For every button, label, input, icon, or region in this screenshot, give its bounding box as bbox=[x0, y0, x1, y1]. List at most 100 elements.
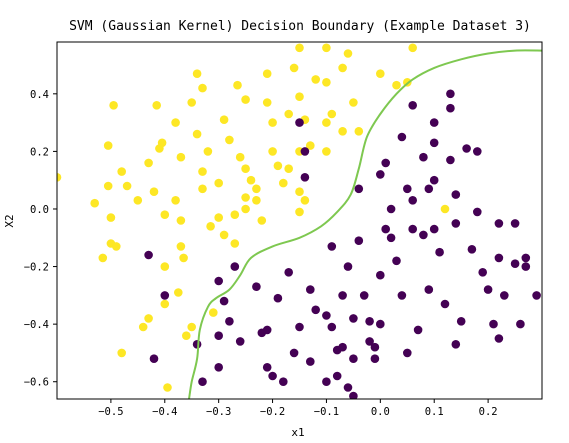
purple-point bbox=[429, 224, 439, 234]
purple-point bbox=[252, 282, 261, 292]
purple-point bbox=[392, 256, 401, 266]
purple-point bbox=[386, 233, 396, 243]
purple-point bbox=[408, 224, 418, 234]
yellow-point bbox=[322, 43, 331, 53]
yellow-point bbox=[144, 314, 153, 323]
y-axis-label: X2 bbox=[3, 214, 16, 227]
yellow-point bbox=[268, 147, 277, 156]
yellow-point bbox=[112, 242, 121, 251]
yellow-point bbox=[219, 230, 229, 240]
purple-point bbox=[327, 242, 337, 251]
purple-point bbox=[338, 342, 347, 352]
yellow-point bbox=[241, 164, 250, 173]
purple-point bbox=[494, 253, 504, 263]
yellow-point bbox=[241, 95, 250, 104]
purple-point bbox=[300, 147, 310, 156]
purple-point bbox=[419, 230, 428, 240]
x-tick-label: 0.2 bbox=[479, 406, 498, 418]
purple-point bbox=[198, 377, 207, 387]
x-tick-label: −0.5 bbox=[98, 406, 123, 418]
chart-title: SVM (Gaussian Kernel) Decision Boundary … bbox=[69, 19, 531, 34]
yellow-point bbox=[57, 173, 62, 182]
purple-point bbox=[500, 291, 509, 300]
purple-point bbox=[376, 270, 385, 280]
yellow-point bbox=[214, 213, 223, 222]
yellow-point bbox=[306, 141, 315, 150]
yellow-point bbox=[295, 187, 304, 196]
yellow-point bbox=[179, 253, 188, 263]
y-tick-label: −0.4 bbox=[24, 319, 49, 331]
yellow-point bbox=[109, 101, 118, 110]
yellow-point bbox=[117, 167, 126, 176]
yellow-point bbox=[90, 198, 99, 208]
purple-point bbox=[473, 147, 482, 156]
purple-point bbox=[343, 383, 353, 392]
purple-point bbox=[403, 348, 412, 358]
yellow-point bbox=[103, 181, 113, 191]
yellow-point bbox=[295, 43, 304, 53]
purple-point bbox=[408, 196, 418, 205]
purple-point bbox=[295, 322, 304, 332]
purple-point bbox=[446, 89, 455, 99]
purple-point bbox=[489, 319, 498, 329]
purple-point bbox=[403, 184, 412, 194]
purple-point bbox=[354, 236, 364, 245]
purple-point bbox=[149, 354, 159, 364]
purple-point bbox=[386, 204, 396, 214]
purple-point bbox=[365, 337, 374, 346]
yellow-point bbox=[268, 118, 277, 127]
purple-point bbox=[424, 285, 434, 294]
purple-point bbox=[225, 317, 234, 326]
yellow-point bbox=[322, 118, 331, 127]
purple-point bbox=[262, 325, 272, 335]
purple-point bbox=[451, 190, 461, 199]
y-tick-label: 0.2 bbox=[30, 146, 49, 158]
purple-point bbox=[230, 262, 240, 271]
yellow-point bbox=[295, 207, 304, 217]
purple-point bbox=[279, 377, 288, 387]
purple-point bbox=[381, 224, 391, 234]
yellow-point bbox=[122, 181, 132, 191]
purple-point bbox=[429, 175, 439, 185]
purple-point bbox=[273, 293, 283, 303]
purple-point bbox=[532, 291, 541, 300]
purple-point bbox=[429, 138, 439, 148]
yellow-point bbox=[279, 178, 288, 188]
purple-point bbox=[424, 184, 434, 194]
x-tick-label: −0.1 bbox=[314, 406, 339, 418]
yellow-point bbox=[176, 242, 186, 251]
yellow-point bbox=[376, 69, 385, 78]
purple-point bbox=[359, 291, 369, 300]
purple-point bbox=[483, 285, 493, 294]
purple-point bbox=[370, 342, 380, 352]
yellow-point bbox=[192, 69, 202, 78]
purple-point bbox=[262, 363, 272, 372]
yellow-point bbox=[160, 210, 170, 219]
x-tick-label: −0.2 bbox=[260, 406, 285, 418]
yellow-point bbox=[440, 204, 450, 214]
purple-point bbox=[376, 170, 385, 179]
x-axis-label: x1 bbox=[291, 426, 304, 439]
yellow-point bbox=[98, 253, 108, 263]
yellow-point bbox=[176, 216, 186, 225]
yellow-point bbox=[295, 92, 304, 101]
purple-point bbox=[467, 245, 477, 254]
purple-point bbox=[456, 317, 466, 326]
purple-point bbox=[289, 348, 299, 358]
yellow-point bbox=[157, 138, 167, 148]
purple-point bbox=[376, 319, 385, 329]
purple-point bbox=[349, 314, 358, 323]
yellow-point bbox=[103, 141, 113, 150]
purple-point bbox=[408, 101, 418, 110]
yellow-point bbox=[230, 210, 240, 219]
purple-point bbox=[332, 371, 342, 381]
yellow-point bbox=[187, 98, 196, 107]
x-tick-label: 0.0 bbox=[371, 406, 390, 418]
yellow-point bbox=[354, 127, 364, 136]
yellow-point bbox=[152, 101, 161, 110]
yellow-point bbox=[138, 322, 148, 332]
purple-point bbox=[429, 118, 439, 127]
decision-boundary bbox=[188, 49, 542, 399]
purple-point bbox=[295, 118, 304, 127]
purple-point bbox=[192, 340, 202, 349]
